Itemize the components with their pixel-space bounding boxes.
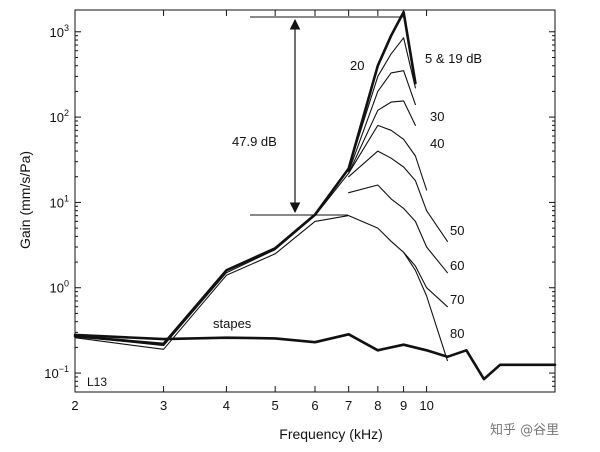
x-tick-label: 9 — [400, 398, 407, 413]
x-tick-label: 6 — [311, 398, 318, 413]
series-line-20 — [348, 37, 416, 170]
series-label-20: 20 — [350, 58, 364, 73]
y-tick-label: 101 — [50, 193, 69, 210]
series-label-30: 30 — [430, 109, 444, 124]
y-tick-label: 103 — [50, 23, 69, 40]
axis-ticks: 2 3 4 5 6 7 8 9 10 10−1 100 101 102 103 — [44, 10, 555, 413]
series-line-60 — [348, 184, 448, 274]
annotations: 47.9 dB 20 5 & 19 dB 30 40 50 60 70 80 s… — [87, 16, 482, 389]
x-tick-label: 7 — [345, 398, 352, 413]
x-tick-label: 8 — [374, 398, 381, 413]
series-label-50: 50 — [450, 223, 464, 238]
series-line-80 — [403, 251, 448, 362]
series-line-40 — [74, 100, 416, 347]
y-tick-label: 10−1 — [44, 364, 69, 381]
series-line-70 — [74, 215, 448, 350]
x-axis-title: Frequency (kHz) — [279, 426, 382, 442]
y-tick-label: 102 — [50, 108, 69, 125]
stapes-label: stapes — [213, 316, 252, 331]
y-tick-label: 100 — [50, 279, 69, 296]
series-line-50 — [348, 150, 448, 242]
plot-frame — [74, 9, 556, 393]
plot-area — [74, 9, 556, 393]
panel-id-label: L13 — [87, 375, 107, 389]
series-label-60: 60 — [450, 258, 464, 273]
x-tick-label: 10 — [419, 398, 433, 413]
gain-difference-label: 47.9 dB — [232, 134, 277, 149]
x-tick-label: 3 — [160, 398, 167, 413]
series-group — [73, 10, 557, 381]
x-tick-label: 2 — [71, 398, 78, 413]
series-label-70: 70 — [450, 292, 464, 307]
x-tick-label: 5 — [272, 398, 279, 413]
series-label-80: 80 — [450, 326, 464, 341]
series-label-5-19-db: 5 & 19 dB — [425, 51, 482, 66]
y-axis-title: Gain (mm/s/Pa) — [17, 151, 33, 249]
series-line-stapes — [73, 332, 557, 381]
series-label-40: 40 — [430, 136, 444, 151]
x-tick-label: 4 — [223, 398, 230, 413]
series-line-5-19-db — [73, 10, 417, 346]
series-line-4 — [348, 124, 428, 191]
watermark: 知乎 @谷里 — [490, 422, 559, 438]
series-line-30 — [348, 70, 416, 173]
